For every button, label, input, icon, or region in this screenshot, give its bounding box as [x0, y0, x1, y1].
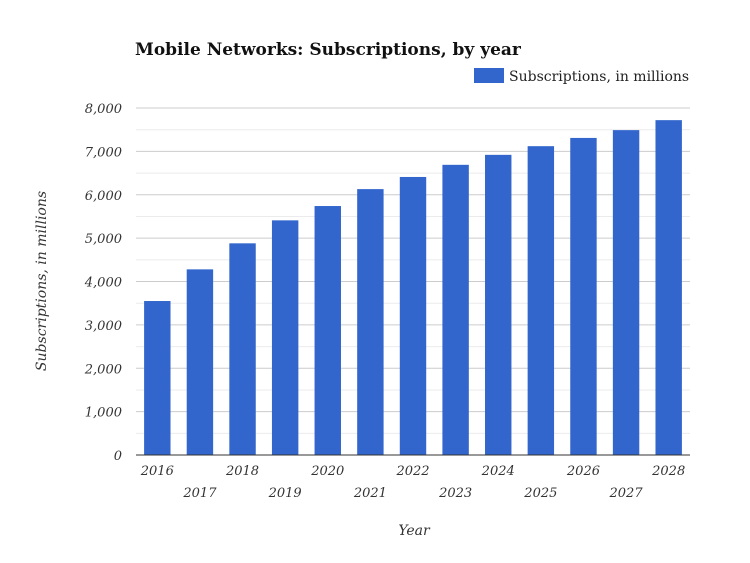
bar-2017 — [186, 269, 214, 455]
bar-2022 — [399, 176, 427, 455]
bar-2019 — [271, 220, 299, 455]
x-tick-label: 2016 — [140, 464, 174, 479]
x-tick-label: 2028 — [651, 464, 685, 479]
y-tick-label: 6,000 — [85, 189, 122, 204]
bar-2028 — [655, 120, 682, 456]
y-tick-label: 5,000 — [85, 232, 122, 247]
legend: Subscriptions, in millions — [474, 68, 689, 85]
x-tick-label: 2024 — [481, 464, 515, 479]
x-tick-label: 2025 — [523, 486, 557, 501]
y-tick-label: 7,000 — [85, 145, 122, 160]
y-tick-label: 2,000 — [84, 362, 122, 377]
bar-2023 — [442, 164, 469, 456]
bar-2026 — [570, 137, 597, 455]
x-axis-label: Year — [398, 523, 431, 539]
y-tick-label: 0 — [114, 449, 122, 464]
x-tick-label: 2017 — [182, 486, 217, 501]
bar-2016 — [144, 301, 171, 455]
y-tick-label: 4,000 — [84, 276, 122, 291]
x-tick-label: 2020 — [310, 464, 344, 479]
y-axis-label: Subscriptions, in millions — [34, 191, 50, 371]
bar-2024 — [485, 154, 512, 455]
y-tick-label: 8,000 — [85, 102, 122, 117]
x-tick-label: 2023 — [438, 486, 472, 501]
bar-2021 — [357, 189, 384, 455]
legend-swatch — [474, 68, 504, 83]
legend-label: Subscriptions, in millions — [509, 69, 689, 85]
bar-2025 — [527, 146, 555, 456]
chart-title: Mobile Networks: Subscriptions, by year — [135, 40, 522, 60]
bar-2018 — [229, 243, 256, 455]
x-tick-label: 2026 — [566, 464, 600, 479]
bar-2020 — [314, 206, 341, 455]
x-tick-label: 2027 — [609, 486, 644, 501]
x-tick-label: 2018 — [225, 464, 259, 479]
x-tick-label: 2021 — [353, 486, 387, 501]
x-tick-label: 2019 — [268, 486, 302, 501]
bar-2027 — [612, 130, 640, 455]
y-tick-label: 1,000 — [85, 406, 122, 421]
x-tick-label: 2022 — [395, 464, 429, 479]
y-tick-label: 3,000 — [85, 319, 122, 334]
